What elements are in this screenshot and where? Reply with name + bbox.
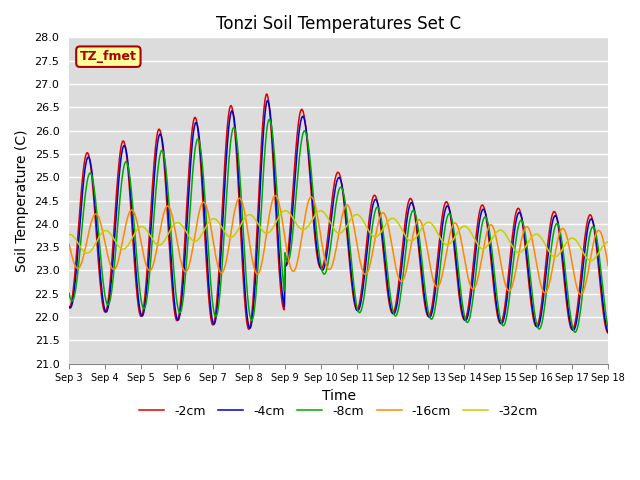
X-axis label: Time: Time [322, 389, 356, 403]
-16cm [405, 255, 413, 261]
-2cm [420, 300, 428, 305]
-32cm [282, 208, 290, 214]
-2cm [185, 165, 193, 170]
-32cm [587, 258, 595, 264]
-32cm [65, 232, 73, 238]
-16cm [420, 231, 428, 237]
-8cm [75, 259, 83, 264]
-2cm [131, 259, 138, 265]
-4cm [185, 184, 193, 190]
-8cm [604, 326, 612, 332]
-8cm [214, 309, 221, 315]
-2cm [75, 219, 83, 225]
Line: -2cm: -2cm [69, 94, 608, 333]
-4cm [604, 330, 612, 336]
-32cm [131, 231, 138, 237]
-4cm [214, 301, 221, 307]
-16cm [131, 210, 138, 216]
-16cm [214, 262, 221, 268]
-2cm [604, 330, 612, 336]
-4cm [405, 206, 413, 212]
-8cm [420, 282, 428, 288]
-4cm [75, 235, 83, 241]
-32cm [214, 218, 221, 224]
-16cm [185, 263, 193, 268]
-8cm [185, 220, 193, 226]
-2cm [214, 288, 221, 294]
-16cm [65, 241, 73, 247]
-8cm [572, 329, 579, 335]
-32cm [75, 241, 83, 247]
-4cm [420, 293, 428, 299]
-8cm [65, 290, 73, 296]
Line: -8cm: -8cm [69, 119, 608, 332]
-16cm [577, 292, 585, 298]
-4cm [131, 245, 138, 251]
-2cm [405, 198, 413, 204]
-32cm [405, 237, 413, 243]
-2cm [263, 91, 271, 97]
-16cm [271, 192, 279, 198]
-16cm [75, 265, 83, 271]
Text: TZ_fmet: TZ_fmet [80, 50, 137, 63]
Title: Tonzi Soil Temperatures Set C: Tonzi Soil Temperatures Set C [216, 15, 461, 33]
-8cm [405, 224, 413, 229]
-4cm [65, 304, 73, 310]
-32cm [185, 234, 193, 240]
Y-axis label: Soil Temperature (C): Soil Temperature (C) [15, 129, 29, 272]
-2cm [65, 305, 73, 311]
Line: -16cm: -16cm [69, 195, 608, 295]
-8cm [131, 224, 138, 229]
Line: -4cm: -4cm [69, 101, 608, 333]
Line: -32cm: -32cm [69, 211, 608, 261]
-8cm [266, 116, 273, 122]
-32cm [604, 239, 612, 245]
Legend: -2cm, -4cm, -8cm, -16cm, -32cm: -2cm, -4cm, -8cm, -16cm, -32cm [134, 400, 543, 423]
-4cm [264, 98, 271, 104]
-16cm [604, 263, 612, 269]
-32cm [420, 222, 428, 228]
